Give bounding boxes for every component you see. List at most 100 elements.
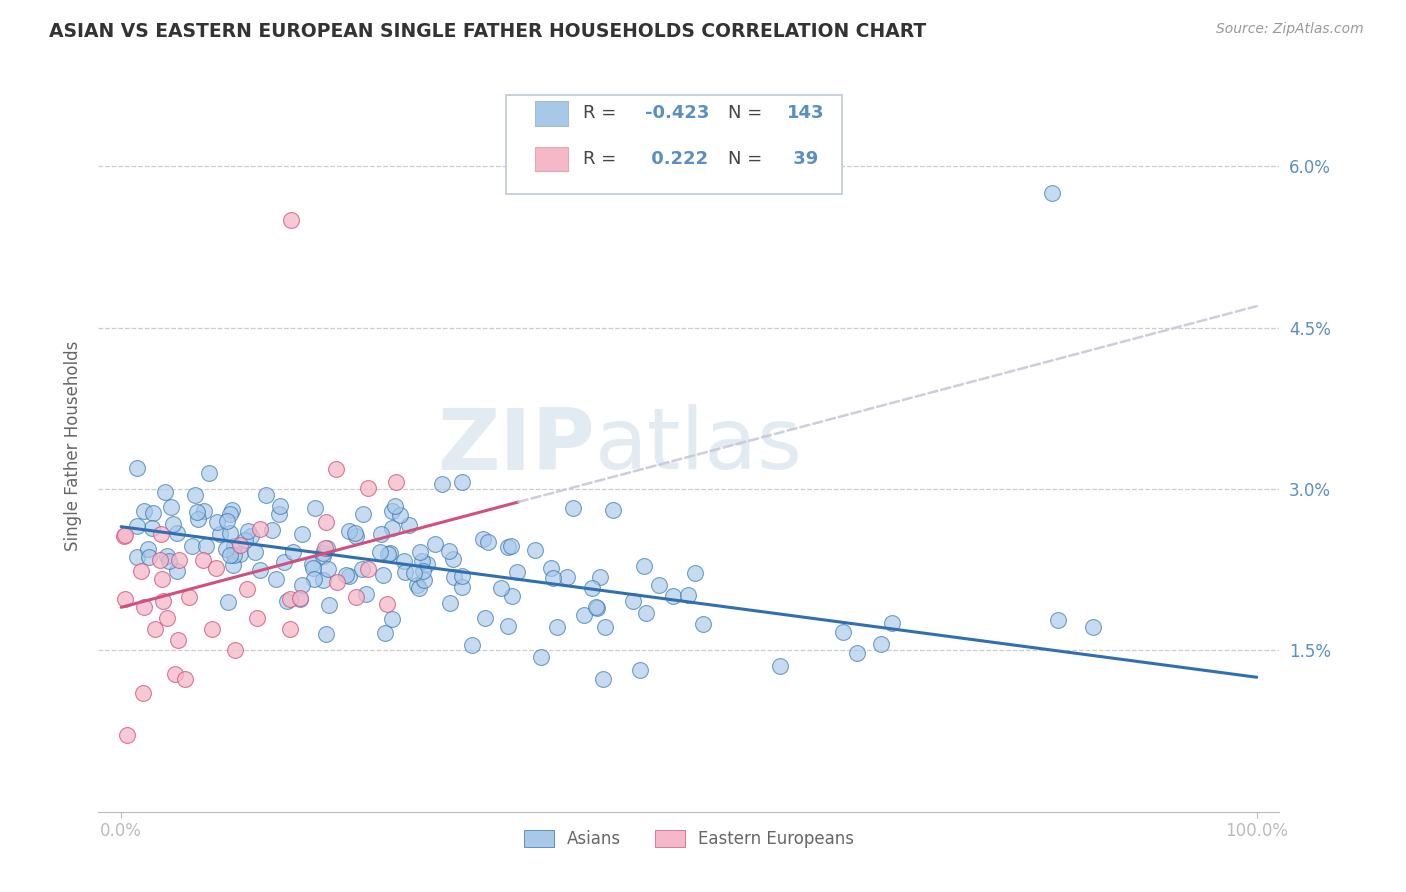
Point <box>337 524 360 539</box>
Point <box>676 588 699 602</box>
Point <box>346 591 368 605</box>
Point <box>408 581 430 595</box>
Point <box>443 570 465 584</box>
Point <box>326 575 349 590</box>
Text: -0.423: -0.423 <box>645 104 710 122</box>
Point <box>343 525 366 540</box>
Point <box>249 563 271 577</box>
Point <box>291 577 314 591</box>
Point <box>180 539 202 553</box>
Point <box>219 549 242 563</box>
Point <box>381 503 404 517</box>
Point <box>291 526 314 541</box>
Point <box>832 625 855 640</box>
Text: N =: N = <box>728 150 768 168</box>
Point <box>193 553 215 567</box>
Point <box>186 505 208 519</box>
Point <box>589 570 612 584</box>
Point <box>166 526 188 541</box>
Point <box>301 558 323 572</box>
Point <box>187 511 209 525</box>
Point <box>281 545 304 559</box>
Point <box>406 578 429 592</box>
Point <box>540 561 562 575</box>
Point <box>373 567 395 582</box>
Point <box>278 592 301 607</box>
Point <box>555 570 578 584</box>
Text: N =: N = <box>728 104 768 122</box>
Point <box>132 504 155 518</box>
Point <box>198 466 221 480</box>
Point <box>165 666 187 681</box>
Point <box>581 581 603 595</box>
Point <box>489 581 512 595</box>
Point <box>276 594 298 608</box>
Point <box>149 527 172 541</box>
Point <box>249 522 271 536</box>
Point <box>316 541 339 555</box>
Point <box>288 592 311 607</box>
Point <box>167 553 190 567</box>
Point <box>416 557 439 571</box>
Point <box>356 587 378 601</box>
Point <box>411 554 433 568</box>
Point <box>845 646 868 660</box>
FancyBboxPatch shape <box>536 101 568 126</box>
Point <box>312 546 335 560</box>
Text: 143: 143 <box>787 104 824 122</box>
Y-axis label: Single Father Households: Single Father Households <box>63 341 82 551</box>
Point <box>1040 186 1063 201</box>
Point <box>506 566 529 580</box>
Point <box>179 590 201 604</box>
Point <box>374 625 396 640</box>
Point <box>471 532 494 546</box>
Text: 39: 39 <box>787 150 818 168</box>
Point <box>160 500 183 514</box>
Point <box>138 549 160 564</box>
Point <box>496 619 519 633</box>
Point <box>388 508 411 522</box>
Point <box>370 545 392 559</box>
Point <box>585 600 607 615</box>
Point <box>541 571 564 585</box>
Point <box>683 566 706 580</box>
Point <box>402 566 425 580</box>
FancyBboxPatch shape <box>536 146 568 171</box>
Point <box>592 672 614 686</box>
Point <box>593 620 616 634</box>
Point <box>302 561 325 575</box>
Point <box>219 526 242 541</box>
Point <box>222 540 245 554</box>
Point <box>238 524 260 538</box>
Point <box>398 517 420 532</box>
Point <box>193 504 215 518</box>
Point <box>149 553 172 567</box>
Point <box>246 611 269 625</box>
Point <box>201 622 224 636</box>
Point <box>166 564 188 578</box>
Point <box>375 597 398 611</box>
Point <box>269 507 291 521</box>
Point <box>501 589 523 603</box>
Point <box>184 488 207 502</box>
Point <box>262 524 284 538</box>
Point <box>461 638 484 652</box>
Point <box>602 503 624 517</box>
Point <box>412 573 434 587</box>
Point <box>692 616 714 631</box>
Point <box>278 622 301 636</box>
Point <box>194 539 217 553</box>
Point <box>205 516 228 530</box>
Point <box>132 600 155 615</box>
Point <box>224 548 246 562</box>
Point <box>316 562 339 576</box>
Point <box>304 572 326 586</box>
FancyBboxPatch shape <box>506 95 842 194</box>
Point <box>337 569 360 583</box>
Point <box>318 598 340 612</box>
Point <box>496 540 519 554</box>
Point <box>370 526 392 541</box>
Point <box>628 663 651 677</box>
Legend: Asians, Eastern Europeans: Asians, Eastern Europeans <box>517 823 860 855</box>
Point <box>157 554 180 568</box>
